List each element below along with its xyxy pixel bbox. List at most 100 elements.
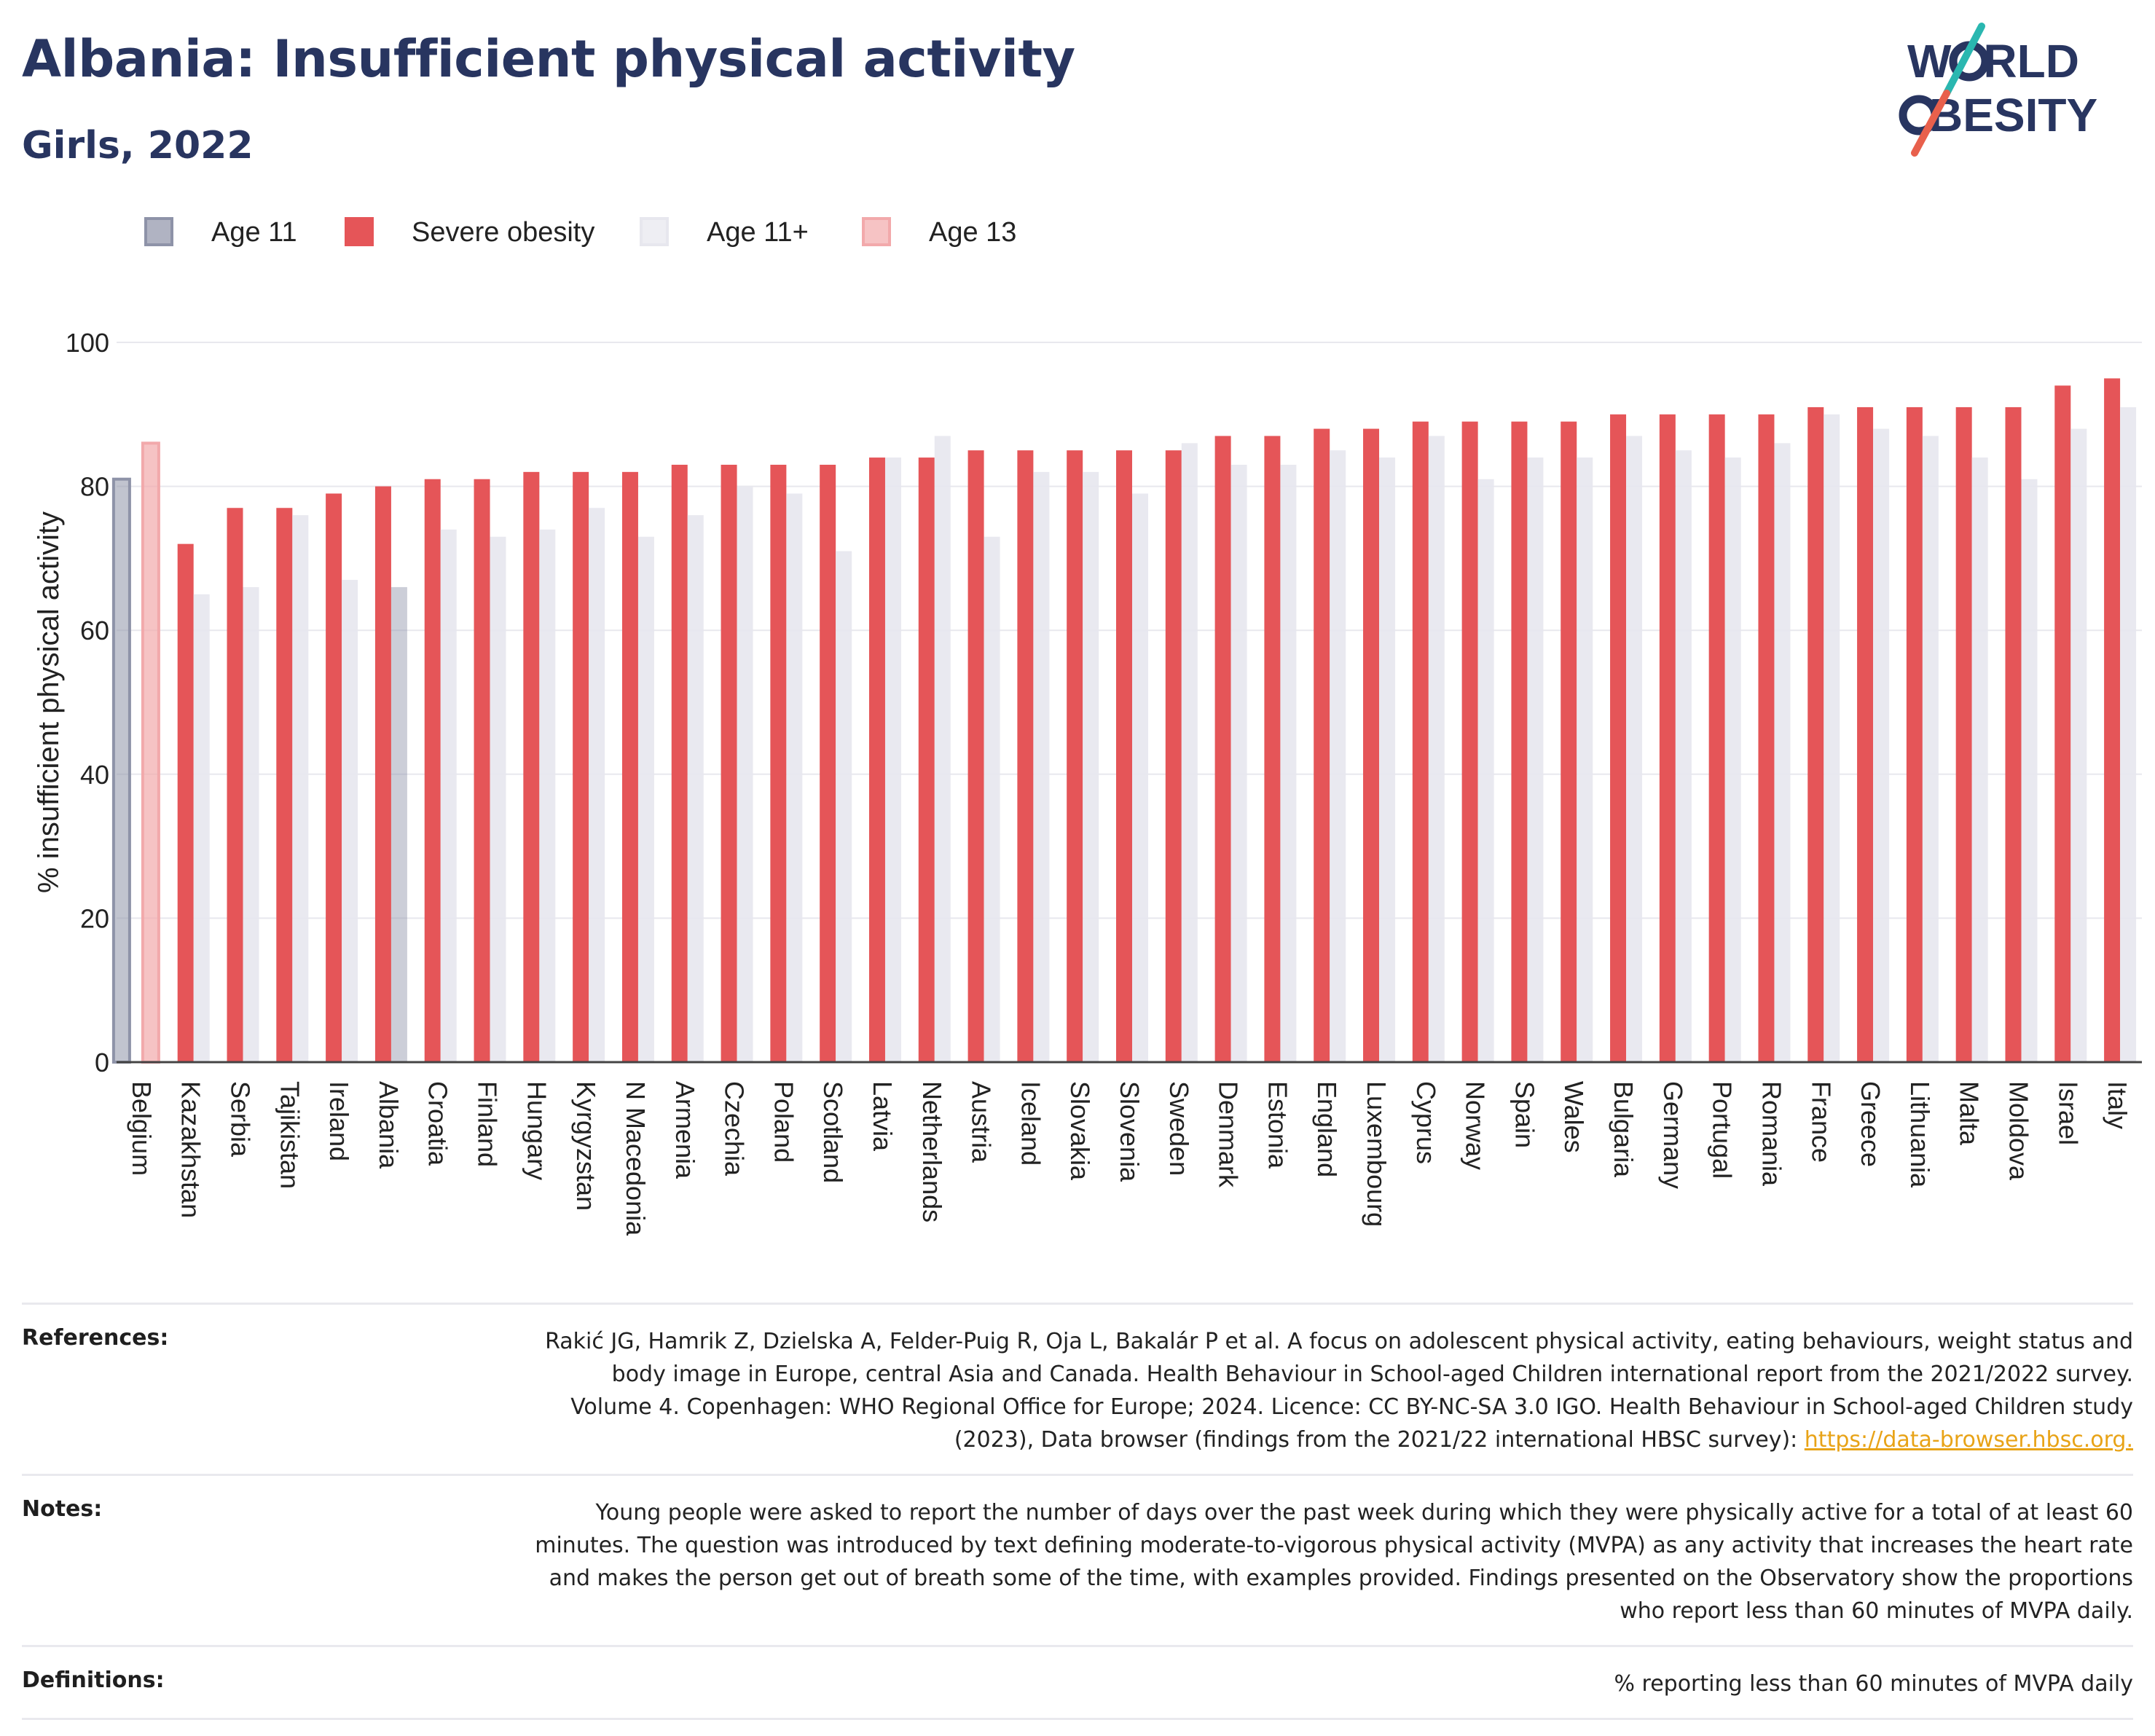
bar-severe-armenia: [671, 464, 688, 1062]
bar-age11plus-portugal: [1724, 457, 1741, 1062]
bar-age11plus-france: [1824, 414, 1840, 1062]
y-tick-label: 80: [80, 472, 109, 502]
bar-severe-kyrgyzstan: [573, 471, 589, 1062]
bar-severe-croatia: [424, 479, 441, 1062]
bar-age11plus-wales: [1577, 457, 1593, 1062]
bar-severe-lithuania: [1906, 406, 1923, 1062]
references-label: References:: [22, 1325, 169, 1351]
bar-age11plus-iceland: [1033, 471, 1050, 1062]
definitions-row: Definitions: % reporting less than 60 mi…: [22, 1645, 2133, 1720]
x-tick-label: Lithuania: [1905, 1081, 1935, 1188]
bar-age11-albania: [390, 586, 407, 1062]
bar-severe-finland: [474, 479, 490, 1062]
logo-slash-teal: [1943, 23, 1985, 97]
bar-severe-romania: [1758, 414, 1775, 1062]
bar-age11plus-latvia: [884, 457, 901, 1062]
definitions-text: % reporting less than 60 minutes of MVPA…: [1614, 1671, 2133, 1697]
references-link[interactable]: https://data-browser.hbsc.org.: [1804, 1427, 2133, 1453]
bar-age11plus-italy: [2120, 406, 2137, 1062]
bar-severe-france: [1807, 406, 1824, 1062]
bar-age11plus-finland: [490, 536, 506, 1062]
x-tick-label: Ireland: [324, 1081, 354, 1161]
x-tick-label: France: [1806, 1081, 1836, 1163]
x-tick-label: Germany: [1658, 1081, 1688, 1189]
bar-age11plus-spain: [1527, 457, 1544, 1062]
bar-severe-austria: [967, 450, 984, 1062]
bar-severe-albania: [374, 486, 391, 1062]
bar-age11plus-scotland: [836, 551, 852, 1062]
bar-age11-belgium: [111, 477, 131, 1064]
x-tick-label: Estonia: [1263, 1081, 1292, 1169]
legend-swatch-age11: [144, 217, 173, 246]
bar-age11plus-ireland: [342, 580, 358, 1062]
bar-severe-estonia: [1264, 436, 1281, 1062]
bar-severe-england: [1314, 428, 1330, 1062]
x-tick-label: Luxembourg: [1362, 1081, 1391, 1227]
bar-severe-italy: [2104, 378, 2121, 1062]
references-text: Rakić JG, Hamrik Z, Dzielska A, Felder-P…: [545, 1329, 2133, 1453]
notes-text: Young people were asked to report the nu…: [535, 1500, 2133, 1624]
x-tick-label: Austria: [967, 1081, 997, 1163]
bar-severe-sweden: [1165, 450, 1182, 1062]
y-tick-label: 0: [95, 1048, 109, 1077]
x-tick-label: Spain: [1510, 1081, 1539, 1148]
bar-age13-belgium: [141, 441, 160, 1064]
bar-severe-norway: [1461, 421, 1478, 1062]
bar-severe-germany: [1659, 414, 1676, 1062]
bar-severe-tajikistan: [276, 508, 293, 1062]
x-tick-label: Albania: [374, 1081, 404, 1169]
x-tick-label: England: [1312, 1081, 1342, 1177]
y-tick-label: 60: [80, 616, 109, 645]
bar-age11plus-romania: [1774, 443, 1791, 1062]
x-tick-label: Portugal: [1708, 1081, 1738, 1179]
bar-age11plus-croatia: [440, 529, 457, 1062]
legend-label-age11plus: Age 11+: [707, 217, 809, 248]
bar-age11plus-czechia: [737, 486, 753, 1062]
bar-age11plus-bulgaria: [1626, 436, 1643, 1062]
x-tick-label: Netherlands: [917, 1081, 947, 1222]
x-tick-label: Malta: [1955, 1081, 1985, 1146]
x-tick-label: Croatia: [423, 1081, 453, 1166]
bar-severe-israel: [2054, 385, 2071, 1062]
bar-severe-czechia: [721, 464, 737, 1062]
x-tick-label: Finland: [473, 1081, 503, 1167]
bar-age11plus-malta: [1971, 457, 1988, 1062]
bar-severe-greece: [1857, 406, 1874, 1062]
bar-severe-malta: [1955, 406, 1972, 1062]
bar-severe-luxembourg: [1363, 428, 1380, 1062]
bar-age11plus-n-macedonia: [637, 536, 654, 1062]
legend-swatch-age13: [862, 217, 891, 246]
bar-severe-ireland: [326, 493, 342, 1062]
bar-age11plus-luxembourg: [1379, 457, 1396, 1062]
bar-severe-serbia: [227, 508, 243, 1062]
x-tick-label: Czechia: [720, 1081, 750, 1177]
bar-severe-slovakia: [1067, 450, 1083, 1062]
logo-text-obesity: ​BESITY: [1929, 89, 2097, 141]
bar-age11plus-denmark: [1230, 464, 1247, 1062]
y-tick-label: 40: [80, 760, 109, 790]
legend-swatch-severe: [345, 217, 374, 246]
y-tick-label: 20: [80, 903, 109, 933]
x-tick-label: Tajikistan: [275, 1081, 305, 1189]
x-tick-label: Cyprus: [1411, 1081, 1441, 1164]
legend-swatch-age11plus: [640, 217, 669, 246]
bar-age11plus-hungary: [539, 529, 556, 1062]
bar-age11plus-england: [1330, 450, 1346, 1062]
y-tick-label: 100: [66, 328, 109, 358]
bar-age11plus-norway: [1477, 479, 1494, 1062]
bar-chart: Age 11 Severe obesity Age 11+ Age 13 0 20 40 60…: [33, 217, 2142, 1236]
x-tick-label: Italy: [2103, 1081, 2132, 1129]
x-tick-label: Greece: [1856, 1081, 1885, 1167]
bar-severe-spain: [1511, 421, 1528, 1062]
bar-age11plus-germany: [1675, 450, 1692, 1062]
bar-severe-n-macedonia: [621, 471, 638, 1062]
bar-age11plus-serbia: [243, 586, 259, 1062]
x-tick-label: Israel: [2053, 1081, 2083, 1145]
x-tick-label: N Macedonia: [621, 1081, 651, 1236]
legend-label-age11: Age 11: [211, 217, 297, 248]
x-tick-label: Norway: [1461, 1081, 1491, 1170]
bar-age11plus-israel: [2070, 428, 2087, 1062]
bar-severe-cyprus: [1412, 421, 1429, 1062]
bar-severe-iceland: [1017, 450, 1034, 1062]
